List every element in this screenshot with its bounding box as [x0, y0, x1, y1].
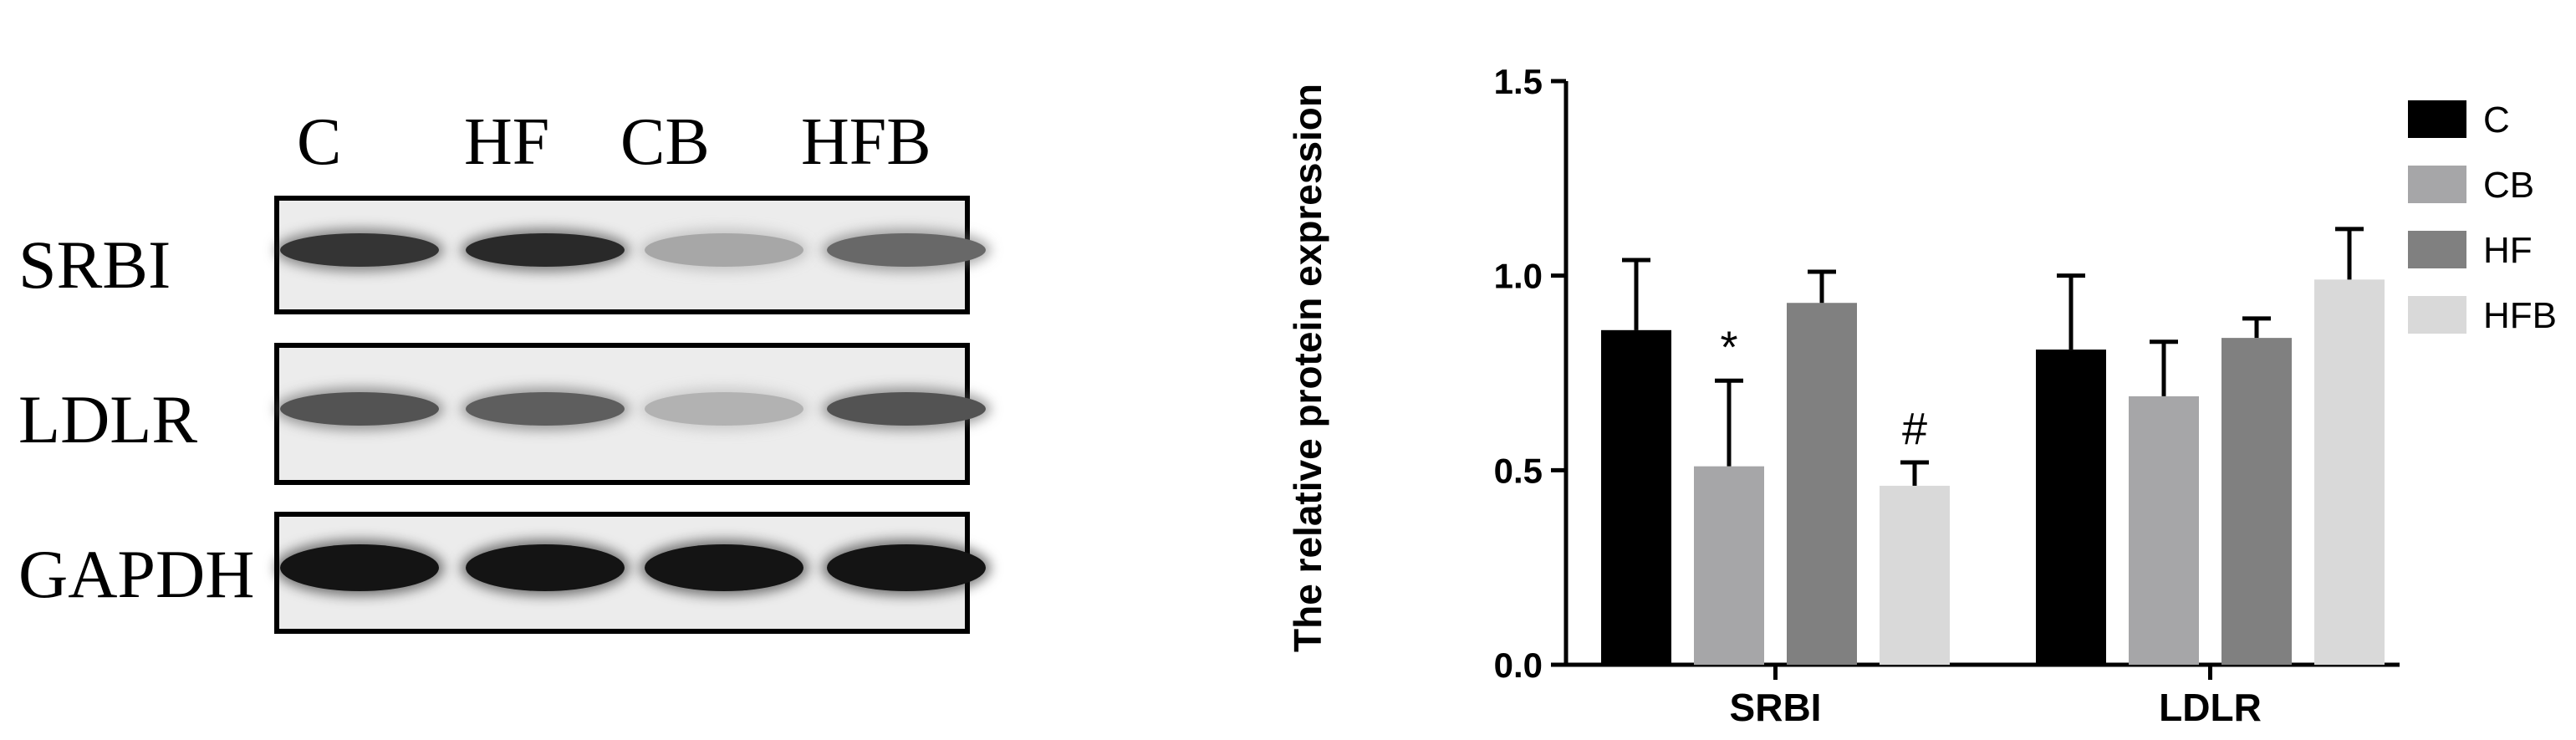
blot-band — [466, 233, 625, 267]
y-tick-label: 0.0 — [1494, 646, 1543, 685]
lane-label-cb: CB — [620, 105, 710, 179]
blot-band — [466, 392, 625, 426]
blot-band — [466, 544, 625, 591]
legend-label-c: C — [2483, 100, 2510, 140]
blot-band — [280, 233, 439, 267]
lane-label-hf: HF — [464, 105, 550, 179]
lane-label-c: C — [297, 105, 342, 179]
legend-label-cb: CB — [2483, 165, 2534, 206]
western-blot-panel: C HF CB HFB SRBI LDLR GAPDH — [0, 0, 1003, 740]
bar-hfb-ldlr — [2314, 279, 2385, 665]
legend-swatch-hf — [2408, 231, 2466, 268]
blot-band — [280, 392, 439, 426]
bar-hfb-srbi — [1880, 485, 1950, 665]
blot-band — [645, 392, 803, 426]
blot-band — [827, 544, 986, 591]
y-axis-label: The relative protein expression — [1286, 84, 1329, 652]
row-label-srbi: SRBI — [18, 227, 171, 303]
bar-hf-ldlr — [2221, 338, 2292, 665]
legend-swatch-c — [2408, 100, 2466, 138]
row-label-gapdh: GAPDH — [18, 536, 255, 612]
bar-c-srbi — [1601, 329, 1671, 665]
y-tick-label: 1.0 — [1494, 257, 1543, 296]
bar-hf-srbi — [1787, 303, 1857, 665]
bar-cb-ldlr — [2129, 396, 2199, 665]
category-label-srbi: SRBI — [1730, 686, 1822, 729]
category-label-ldlr: LDLR — [2159, 686, 2262, 729]
y-tick-label: 1.5 — [1494, 62, 1543, 101]
blot-band — [827, 233, 986, 267]
significance-marker: # — [1902, 404, 1927, 454]
blot-band — [645, 544, 803, 591]
blot-strip-ldlr — [274, 343, 986, 485]
significance-marker: * — [1720, 322, 1737, 372]
chart-axes: 0.0 0.5 1.0 1.5 SRBI LDLR — [1494, 62, 2400, 729]
row-label-ldlr: LDLR — [18, 381, 198, 457]
chart-legend: C CB HF HFB — [2408, 100, 2557, 336]
legend-label-hfb: HFB — [2483, 295, 2557, 336]
blot-band — [645, 233, 803, 267]
blot-band — [827, 392, 986, 426]
blot-strip-gapdh — [274, 512, 986, 634]
legend-swatch-hfb — [2408, 296, 2466, 334]
bar-cb-srbi — [1694, 466, 1764, 665]
blot-band — [280, 544, 439, 591]
y-tick-label: 0.5 — [1494, 451, 1543, 490]
lane-label-hfb: HFB — [801, 105, 931, 179]
bar-c-ldlr — [2036, 350, 2106, 665]
chart-bars: *# — [1601, 227, 2385, 665]
legend-label-hf: HF — [2483, 230, 2533, 271]
blot-strip-srbi — [274, 196, 986, 314]
legend-swatch-cb — [2408, 166, 2466, 203]
